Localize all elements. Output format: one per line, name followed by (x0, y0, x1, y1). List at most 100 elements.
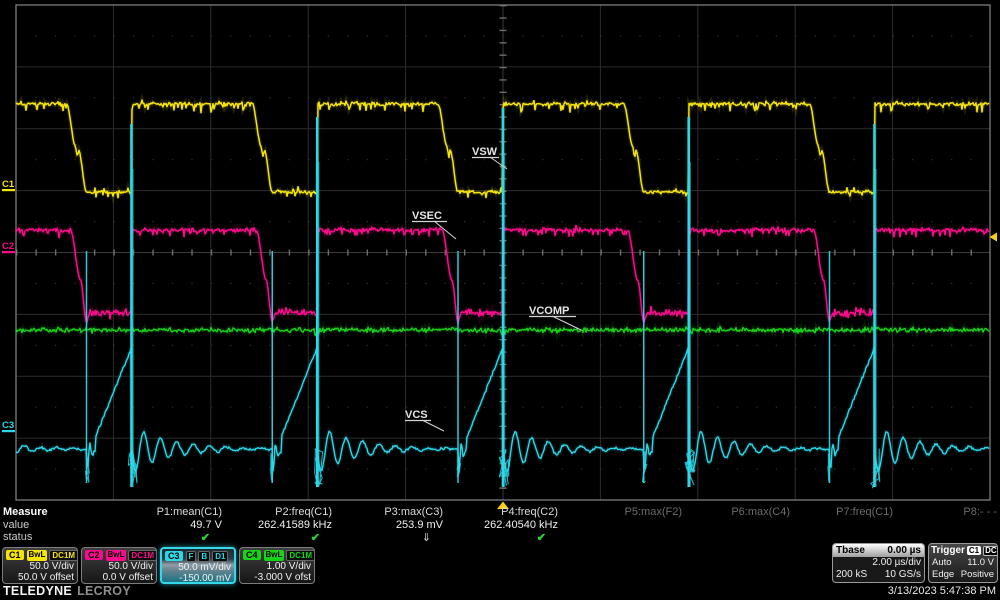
timebase-perdiv: 2.00 µs/div (872, 557, 921, 568)
channel-box-c4[interactable]: C4 BwL DC1M 1.00 V/div -3.000 V ofst (239, 547, 316, 584)
timebase-header: Tbase 0.00 µs (833, 544, 924, 557)
vcs-turnoff-ring (270, 453, 274, 483)
channel-offset: 0.0 V offset (102, 572, 153, 583)
timebase-perdiv-row: 2.00 µs/div (833, 557, 924, 569)
trigger-type-row: Edge Positive (929, 569, 997, 581)
trace-callout-line (489, 156, 508, 170)
measure-status-icon: ✔ (200, 532, 210, 544)
timebase-panel[interactable]: Tbase 0.00 µs 2.00 µs/div 200 kS 10 GS/s (832, 543, 925, 583)
ground-marker-label-c1[interactable]: C1 (2, 179, 15, 190)
measure-label: P7:freq(C1) (836, 506, 893, 518)
vcs-turnoff-ring (827, 453, 830, 483)
vcs-turnoff-ring (641, 450, 648, 484)
trace-label-vcomp[interactable]: VCOMP (529, 305, 569, 317)
brand-teledyne: TELEDYNE (3, 584, 73, 598)
channel-id-badge: C4 (243, 550, 261, 560)
channel-header: C2 BwL DC1M (85, 549, 158, 561)
trigger-panel[interactable]: Trigger C1 DC Auto 11.0 V Edge Positive (928, 543, 998, 583)
trigger-level: 11.0 V (967, 557, 994, 568)
trigger-slope: Positive (960, 569, 994, 580)
measure-p6[interactable]: P6:max(C4) (620, 506, 790, 544)
trace-label-vsw[interactable]: VSW (472, 146, 498, 158)
trigger-level-marker[interactable] (989, 232, 998, 242)
trace-callout-line (551, 315, 582, 331)
ground-marker-label-c2[interactable]: C2 (2, 241, 14, 252)
vcs-turnon-ring (498, 448, 510, 486)
trace-label-vcs[interactable]: VCS (405, 409, 428, 421)
channel-id-badge: C1 (6, 550, 24, 560)
measure-row-headers: Measure value status (3, 506, 48, 544)
channel-descriptor-row: C1 BwL DC1M 50.0 V/div 50.0 V offset C2 BwL DC1… (2, 547, 316, 584)
trigger-time-marker[interactable] (497, 501, 509, 510)
measure-label: P3:max(C3) (384, 506, 443, 518)
ground-marker-dash-c2 (2, 251, 15, 254)
measure-label: P2:freq(C1) (275, 506, 332, 518)
measure-p1[interactable]: P1:mean(C1) 49.7 V ✔ (52, 506, 222, 544)
channel-header: C3 F B D1 (165, 550, 231, 562)
vcs-turnon-ring (127, 450, 138, 487)
measure-p3[interactable]: P3:max(C3) 253.9 mV ⇓ (273, 506, 443, 544)
brand-lecroy: LECROY (77, 584, 131, 598)
timebase-samples: 200 kS (836, 569, 868, 580)
measure-label: P6:max(C4) (731, 506, 790, 518)
measure-header: Measure (3, 506, 48, 518)
channel-badge-dc1m: DC1M (128, 549, 158, 561)
trigger-header: Trigger C1 DC (929, 544, 997, 557)
measure-label: P4:freq(C2) (501, 506, 558, 518)
channel-badges: BwL DC1M (105, 549, 158, 561)
timebase-offset: 0.00 µs (887, 545, 921, 556)
trace-label-vsec[interactable]: VSEC (412, 210, 442, 222)
measure-table: P1:mean(C1) 49.7 V ✔ P2:freq(C1) 262.41589 k… (0, 506, 1000, 548)
datetime-display: 3/13/2023 5:47:38 PM (887, 585, 996, 597)
measure-label: P8:- - - (963, 506, 997, 518)
channel-box-c1[interactable]: C1 BwL DC1M 50.0 V/div 50.0 V offset (2, 547, 79, 584)
channel-scale: 50.0 V/div (29, 561, 74, 572)
ground-marker-label-c3[interactable]: C3 (2, 420, 14, 431)
measure-value (827, 519, 997, 532)
grid-border (15, 4, 991, 501)
vcs-turnoff-ring (85, 453, 90, 483)
measure-p2[interactable]: P2:freq(C1) 262.41589 kHz ✔ (162, 506, 332, 544)
timebase-sampling-row: 200 kS 10 GS/s (833, 569, 924, 581)
channel-badges: BwL DC1M (26, 549, 79, 561)
channel-box-c2[interactable]: C2 BwL DC1M 50.0 V/div 0.0 V offset (81, 547, 158, 584)
measure-value: 253.9 mV (395, 519, 443, 531)
measure-value: 49.7 V (190, 519, 222, 531)
channel-scale: 50.0 V/div (108, 561, 153, 572)
channel-badges: BwL DC1M (263, 549, 316, 561)
ground-marker-dash-c1 (2, 189, 15, 192)
channel-header: C4 BwL DC1M (243, 549, 316, 561)
channel-offset: -3.000 V ofst (254, 572, 311, 583)
channel-badge-bwl: BwL (105, 549, 127, 561)
measure-p5[interactable]: P5:max(F2) (512, 506, 682, 544)
channel-box-c3[interactable]: C3 F B D1 50.0 mV/div -150.00 mV (160, 547, 236, 584)
channel-badge-dc1m: DC1M (49, 549, 79, 561)
channel-badge-bwl: BwL (26, 549, 48, 561)
trace-callout-line (421, 419, 445, 432)
measure-value: 262.40540 kHz (484, 519, 558, 531)
trace-callout-line (433, 220, 457, 240)
channel-scale: 50.0 mV/div (178, 562, 231, 573)
vcs-turnoff-ring (456, 452, 462, 478)
measure-p7[interactable]: P7:freq(C1) (723, 506, 893, 544)
measure-status-icon: ✔ (310, 532, 320, 544)
channel-badge-d1: D1 (212, 550, 229, 562)
trigger-source-badge: C1 (966, 546, 982, 555)
channel-id-badge: C3 (165, 551, 183, 561)
channel-header: C1 BwL DC1M (6, 549, 79, 561)
channel-badge-b: B (198, 550, 211, 562)
brand-logo: TELEDYNE LECROY (3, 584, 131, 598)
trigger-mode-row: Auto 11.0 V (929, 557, 997, 569)
vcs-turnon-ring (684, 448, 696, 486)
channel-badge-f: F (185, 550, 197, 562)
measure-p8[interactable]: P8:- - - (827, 506, 997, 544)
channel-badge-bwl: BwL (263, 549, 285, 561)
channel-offset: -150.00 mV (179, 573, 231, 584)
vcs-turnon-ring (313, 447, 324, 488)
trigger-coupling-badge: DC (983, 545, 997, 556)
ground-marker-dash-c3 (2, 430, 15, 433)
trigger-mode: Auto (932, 557, 952, 568)
measure-p4[interactable]: P4:freq(C2) 262.40540 kHz ✔ (388, 506, 558, 544)
